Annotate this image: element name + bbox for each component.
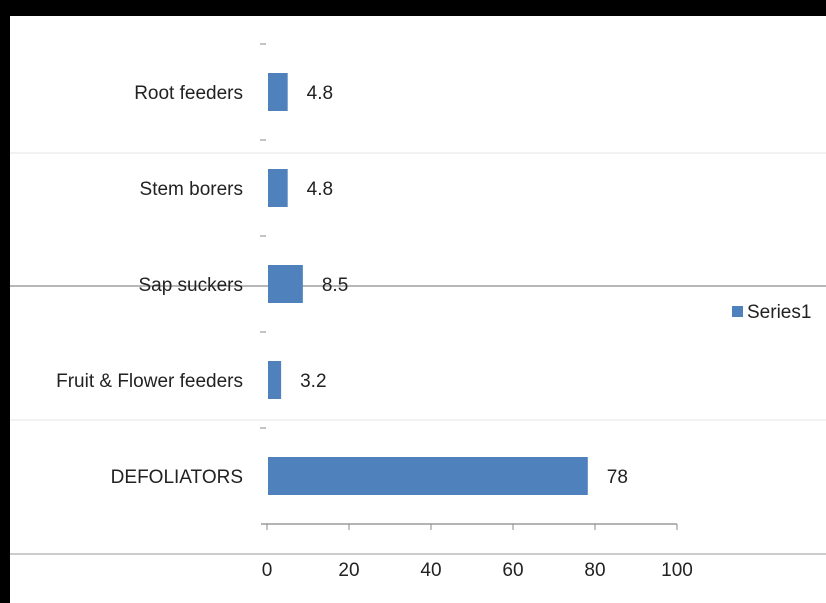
horizontal-rules <box>10 152 826 555</box>
x-tick-label: 80 <box>584 560 605 581</box>
x-tick-label: 0 <box>262 560 273 581</box>
category-label: Stem borers <box>140 179 243 200</box>
bar <box>268 457 588 495</box>
bars <box>268 73 588 495</box>
data-label: 78 <box>607 467 628 488</box>
legend: Series1 <box>732 302 811 323</box>
x-tick-label: 60 <box>502 560 523 581</box>
bar-chart: Root feeders Stem borers Sap suckers Fruit … <box>10 43 826 581</box>
x-axis: 0 20 40 60 80 100 <box>260 43 693 581</box>
data-label: 8.5 <box>322 275 348 296</box>
x-tick-label: 40 <box>420 560 441 581</box>
data-label: 4.8 <box>307 179 333 200</box>
value-labels: 4.8 4.8 8.5 3.2 78 <box>300 83 628 488</box>
bar <box>268 361 282 399</box>
category-label: Fruit & Flower feeders <box>56 371 243 392</box>
bar <box>268 73 288 111</box>
bar <box>268 265 303 303</box>
category-label: DEFOLIATORS <box>111 467 243 488</box>
chart-frame: Root feeders Stem borers Sap suckers Fruit … <box>10 16 826 603</box>
category-labels: Root feeders Stem borers Sap suckers Fruit … <box>56 83 243 488</box>
legend-label: Series1 <box>747 302 811 323</box>
data-label: 3.2 <box>300 371 326 392</box>
category-label: Sap suckers <box>138 275 243 296</box>
x-tick-label: 100 <box>661 560 693 581</box>
category-label: Root feeders <box>134 83 243 104</box>
bar <box>268 169 288 207</box>
legend-swatch <box>732 306 743 317</box>
x-tick-label: 20 <box>338 560 359 581</box>
data-label: 4.8 <box>307 83 333 104</box>
